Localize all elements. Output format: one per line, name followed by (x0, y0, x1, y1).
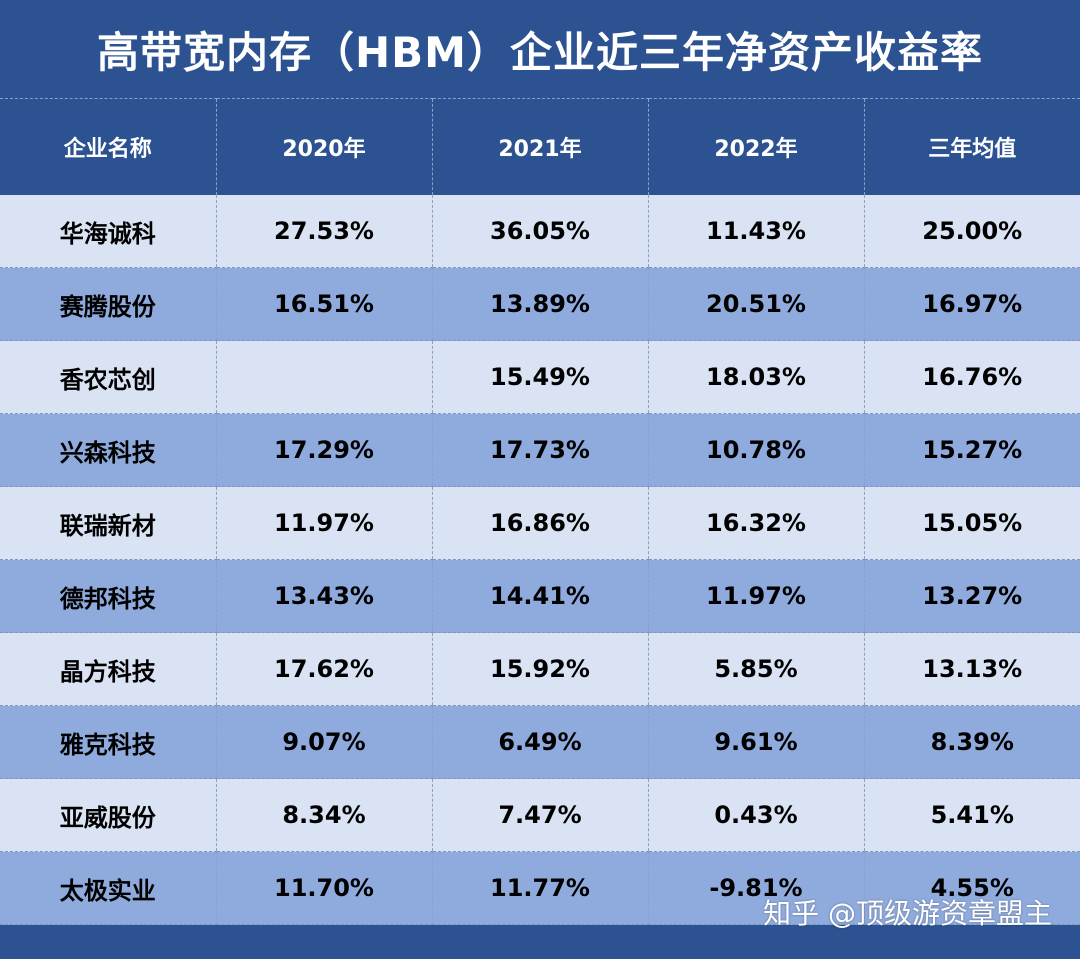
cell-roe-average: 25.00% (863, 195, 1080, 268)
cell-roe-2020 (215, 340, 432, 414)
table-row: 香农芯创 15.49% 18.03% 16.76% (0, 340, 1080, 414)
chart-title: 高带宽内存（HBM）企业近三年净资产收益率 (97, 27, 983, 77)
cell-roe-2022: 11.97% (647, 559, 864, 633)
cell-roe-average: 4.55% (863, 851, 1080, 925)
cell-company: 兴森科技 (0, 413, 216, 487)
cell-roe-2022: 20.51% (647, 267, 864, 341)
cell-roe-average: 13.13% (863, 632, 1080, 706)
cell-company: 赛腾股份 (0, 267, 216, 341)
header-row: 企业名称 2020年 2021年 2022年 三年均值 (0, 98, 1080, 195)
cell-roe-2020: 13.43% (215, 559, 432, 633)
cell-roe-2021: 16.86% (431, 486, 648, 560)
cell-company: 雅克科技 (0, 705, 216, 779)
cell-company: 太极实业 (0, 851, 216, 925)
cell-company: 华海诚科 (0, 195, 216, 268)
cell-roe-2021: 14.41% (431, 559, 648, 633)
cell-roe-2020: 11.70% (215, 851, 432, 925)
cell-roe-average: 13.27% (863, 559, 1080, 633)
cell-roe-2022: 9.61% (647, 705, 864, 779)
header-average: 三年均值 (863, 98, 1080, 195)
cell-roe-2020: 27.53% (215, 195, 432, 268)
table-row: 雅克科技 9.07% 6.49% 9.61% 8.39% (0, 705, 1080, 779)
cell-roe-2021: 36.05% (431, 195, 648, 268)
cell-roe-average: 8.39% (863, 705, 1080, 779)
table-row: 晶方科技 17.62% 15.92% 5.85% 13.13% (0, 632, 1080, 706)
cell-roe-average: 16.97% (863, 267, 1080, 341)
cell-roe-2021: 15.92% (431, 632, 648, 706)
header-2021: 2021年 (431, 98, 648, 195)
cell-roe-2022: 11.43% (647, 195, 864, 268)
table-body: 华海诚科 27.53% 36.05% 11.43% 25.00% 赛腾股份 16.51% 13… (0, 195, 1080, 925)
cell-roe-2021: 17.73% (431, 413, 648, 487)
roe-table: 企业名称 2020年 2021年 2022年 三年均值 华海诚科 27.53% 36… (0, 98, 1080, 925)
cell-roe-2021: 11.77% (431, 851, 648, 925)
cell-roe-2022: 16.32% (647, 486, 864, 560)
cell-roe-2021: 6.49% (431, 705, 648, 779)
cell-roe-2022: 0.43% (647, 778, 864, 852)
table-row: 亚威股份 8.34% 7.47% 0.43% 5.41% (0, 778, 1080, 852)
cell-company: 晶方科技 (0, 632, 216, 706)
table-row: 太极实业 11.70% 11.77% -9.81% 4.55% (0, 851, 1080, 925)
cell-roe-2022: 18.03% (647, 340, 864, 414)
cell-roe-2021: 7.47% (431, 778, 648, 852)
cell-roe-2022: -9.81% (647, 851, 864, 925)
cell-roe-2020: 11.97% (215, 486, 432, 560)
cell-roe-2020: 16.51% (215, 267, 432, 341)
cell-roe-average: 15.05% (863, 486, 1080, 560)
cell-roe-average: 16.76% (863, 340, 1080, 414)
cell-roe-2020: 17.29% (215, 413, 432, 487)
cell-roe-average: 15.27% (863, 413, 1080, 487)
cell-roe-2021: 13.89% (431, 267, 648, 341)
cell-roe-2020: 8.34% (215, 778, 432, 852)
cell-roe-2022: 10.78% (647, 413, 864, 487)
header-2022: 2022年 (647, 98, 864, 195)
cell-company: 联瑞新材 (0, 486, 216, 560)
header-company: 企业名称 (0, 98, 216, 195)
cell-roe-2021: 15.49% (431, 340, 648, 414)
footer-band (0, 934, 1080, 959)
cell-company: 香农芯创 (0, 340, 216, 414)
header-2020: 2020年 (215, 98, 432, 195)
cell-roe-2020: 9.07% (215, 705, 432, 779)
cell-roe-2022: 5.85% (647, 632, 864, 706)
cell-company: 亚威股份 (0, 778, 216, 852)
table-row: 华海诚科 27.53% 36.05% 11.43% 25.00% (0, 195, 1080, 268)
table-row: 联瑞新材 11.97% 16.86% 16.32% 15.05% (0, 486, 1080, 560)
table-row: 德邦科技 13.43% 14.41% 11.97% 13.27% (0, 559, 1080, 633)
cell-company: 德邦科技 (0, 559, 216, 633)
table-row: 赛腾股份 16.51% 13.89% 20.51% 16.97% (0, 267, 1080, 341)
cell-roe-2020: 17.62% (215, 632, 432, 706)
cell-roe-average: 5.41% (863, 778, 1080, 852)
table-row: 兴森科技 17.29% 17.73% 10.78% 15.27% (0, 413, 1080, 487)
